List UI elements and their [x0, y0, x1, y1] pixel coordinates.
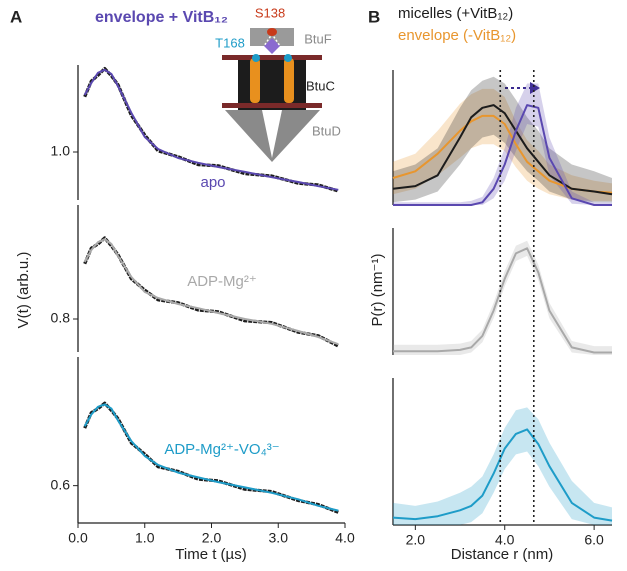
- inset-label: S138: [255, 5, 285, 20]
- line: [83, 68, 339, 191]
- error-band: [393, 83, 612, 205]
- inset-label: BtuF: [304, 31, 332, 46]
- y-tick-label: 0.8: [51, 310, 71, 326]
- y-tick-label: 0.6: [51, 476, 71, 492]
- spin-label: [267, 28, 277, 36]
- vitb12: [264, 38, 280, 54]
- membrane: [222, 103, 322, 108]
- inset-diagram: S138 T168 BtuF BtuC BtuD: [215, 5, 341, 162]
- error-band: [393, 407, 612, 525]
- line: [83, 403, 339, 512]
- btuf-shape: [250, 28, 294, 46]
- x-axis-label: Distance r (nm): [451, 546, 554, 563]
- shift-arrow: [505, 82, 540, 94]
- annotation: ADP-Mg²⁺-VO₄³⁻: [164, 441, 279, 458]
- x-tick-label: 4.0: [495, 532, 515, 548]
- inset-label: BtuD: [312, 123, 341, 138]
- inset-label: BtuC: [306, 78, 335, 93]
- helix: [250, 58, 260, 103]
- btud-gap: [262, 110, 282, 158]
- membrane: [222, 55, 322, 60]
- x-tick-label: 2.0: [406, 532, 426, 548]
- legend-entry: envelope (-VitB₁₂): [398, 27, 516, 44]
- legend-entry: micelles (+VitB₁₂): [398, 5, 513, 22]
- spin-label: [252, 54, 260, 62]
- error-band: [393, 240, 612, 355]
- helix: [284, 58, 294, 103]
- x-tick-label: 3.0: [269, 530, 289, 546]
- x-tick-label: 0.0: [68, 530, 88, 546]
- spin-label: [284, 54, 292, 62]
- line: [392, 428, 613, 522]
- y-axis-label: V(t) (arb.u.): [15, 252, 32, 329]
- line: [393, 247, 612, 354]
- line: [83, 238, 339, 346]
- chart-title: envelope + VitB₁₂: [95, 9, 228, 26]
- btuc-shape: [238, 55, 306, 110]
- data-trace: [83, 236, 340, 348]
- x-tick-label: 4.0: [335, 530, 355, 546]
- x-axis-label: Time t (µs): [175, 546, 246, 563]
- x-tick-label: 1.0: [135, 530, 155, 546]
- arrow-head: [530, 82, 540, 94]
- inset-label: T168: [215, 35, 245, 50]
- x-tick-label: 6.0: [584, 532, 604, 548]
- annotation: ADP-Mg²⁺: [187, 273, 257, 290]
- line: [393, 104, 612, 206]
- panel-label: A: [10, 7, 22, 26]
- y-axis-label: P(r) (nm⁻¹): [369, 254, 386, 327]
- panel-label: B: [368, 7, 380, 26]
- annotation: apo: [200, 174, 225, 191]
- y-tick-label: 1.0: [51, 143, 71, 159]
- x-tick-label: 2.0: [202, 530, 222, 546]
